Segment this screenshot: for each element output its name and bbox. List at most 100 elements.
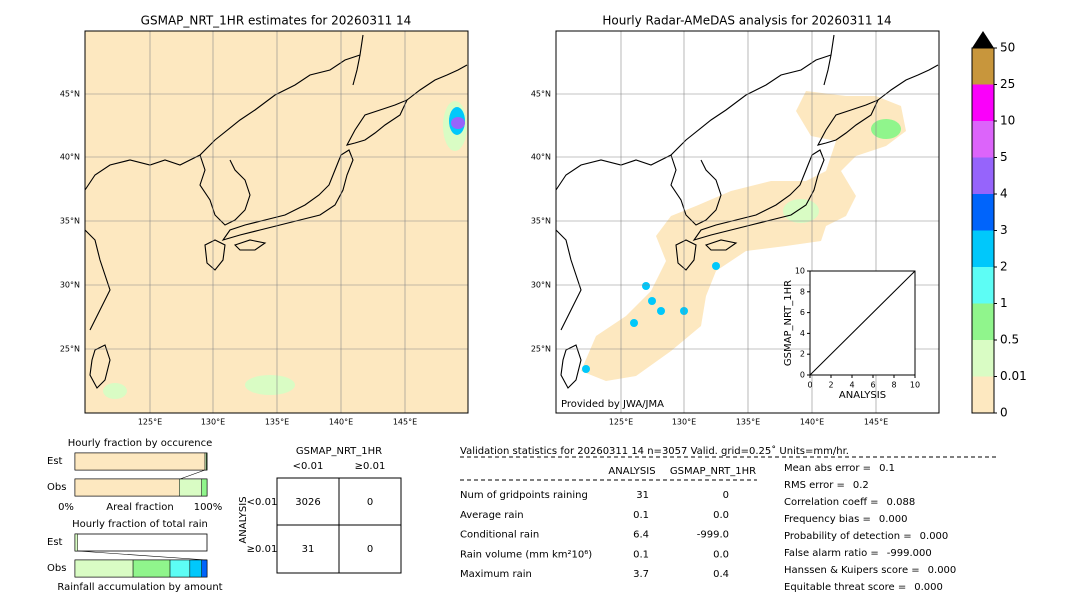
stat-value: 0.4 [713, 569, 729, 580]
score-label: Correlation coeff = [784, 497, 879, 508]
x-axis-label: Areal fraction [106, 502, 173, 513]
score-label: Hanssen & Kuipers score = [784, 565, 920, 576]
x-axis-label: ANALYSIS [839, 390, 886, 401]
score-value: 0.000 [914, 582, 943, 593]
row-title: ANALYSIS [238, 496, 249, 543]
colorbar-segment [972, 230, 994, 267]
score: Probability of detection = 0.000 [784, 531, 948, 542]
fraction-bar [206, 452, 208, 471]
score-value: 0.000 [879, 514, 908, 525]
score: Correlation coeff = 0.088 [784, 497, 915, 508]
y-tick-label: 6 [800, 308, 805, 317]
y-tick-label: 10 [795, 267, 805, 276]
colorbar-segment [972, 267, 994, 304]
stat-value: 3.7 [633, 569, 649, 580]
colorbar-label: 10 [1000, 114, 1015, 128]
score-value: 0.2 [853, 480, 869, 491]
fraction-bar [74, 533, 78, 552]
score: RMS error = 0.2 [784, 480, 869, 491]
colorbar-label: 0.5 [1000, 333, 1019, 347]
table-cell: 0 [367, 497, 373, 508]
coastline [89, 344, 111, 389]
score-value: -999.000 [887, 548, 932, 559]
colorbar-extend [972, 31, 994, 48]
y-axis-label: GSMAP_NRT_1HR [783, 280, 794, 366]
rain-area [245, 375, 295, 395]
row-label: Est [47, 456, 63, 467]
colorbar-segment [972, 48, 994, 85]
fraction-bar [132, 559, 171, 578]
lon-label: 135°E [736, 418, 760, 427]
rain-cell [712, 262, 720, 270]
table-cell: 3026 [295, 497, 320, 508]
lon-label: 130°E [672, 418, 696, 427]
lat-label: 30°N [531, 281, 551, 290]
coastline [692, 149, 825, 241]
coastline [84, 229, 111, 331]
map-frame [555, 30, 940, 414]
right-map-title: Hourly Radar-AMeDAS analysis for 2026031… [602, 14, 891, 28]
fraction-bar [169, 559, 191, 578]
lat-label: 45°N [60, 90, 80, 99]
fraction-bar [74, 478, 180, 497]
rain-area [103, 383, 127, 399]
stat-value: 6.4 [633, 530, 649, 541]
colorbar-label: 3 [1000, 223, 1008, 237]
lon-label: 125°E [138, 418, 162, 427]
score: Hanssen & Kuipers score = 0.000 [784, 565, 956, 576]
x-tick-label: 10 [910, 381, 920, 390]
coastline [675, 239, 697, 271]
coastline [199, 154, 251, 226]
colorbar-segment [972, 84, 994, 121]
score-value: 0.1 [879, 463, 895, 474]
coastline [555, 54, 832, 191]
lon-label: 125°E [609, 418, 633, 427]
stat-value: 0.0 [713, 549, 729, 560]
column-header: GSMAP_NRT_1HR [670, 466, 756, 477]
fraction-bar [179, 478, 202, 497]
coastline [704, 239, 738, 251]
lat-label: 35°N [531, 217, 551, 226]
coastline [204, 239, 226, 271]
score-label: Frequency bias = [784, 514, 871, 525]
table-title: GSMAP_NRT_1HR [296, 446, 382, 457]
lon-label: 135°E [265, 418, 289, 427]
stat-label: Num of gridpoints raining [460, 490, 588, 501]
y-tick-label: 4 [800, 329, 805, 338]
colorbar-segment [972, 376, 994, 413]
score-label: Probability of detection = [784, 531, 912, 542]
coastline [345, 98, 409, 146]
fraction-bar [201, 559, 208, 578]
colorbar-segment [972, 121, 994, 158]
colorbar-segment [972, 340, 994, 377]
score: Equitable threat score = 0.000 [784, 582, 943, 593]
stats-header: Validation statistics for 20260311 14 n=… [460, 445, 849, 457]
panel-title: Hourly fraction of total rain [72, 519, 208, 530]
colorbar-segment [972, 157, 994, 194]
coastline [84, 54, 361, 191]
lon-label: 140°E [800, 418, 824, 427]
row-label: Obs [47, 563, 66, 574]
x-tick-label: 6 [870, 381, 875, 390]
rain-cell [630, 319, 638, 327]
col-label: <0.01 [293, 461, 324, 472]
lat-label: 25°N [60, 345, 80, 354]
panel-title: Hourly fraction by occurence [68, 438, 212, 449]
score-label: Mean abs error = [784, 463, 871, 474]
coastline [823, 34, 835, 86]
coastline [406, 64, 468, 101]
x-max-label: 100% [194, 502, 223, 513]
colorbar-segment [972, 303, 994, 340]
stat-value: 31 [636, 490, 649, 501]
rain-area [783, 199, 819, 223]
lon-label: 145°E [393, 418, 417, 427]
score-label: Equitable threat score = [784, 582, 906, 593]
map: 125°E 130°E 135°E 140°E 145°E 45°N 40°N 35°N 30°… [60, 30, 469, 427]
colorbar-label: 25 [1000, 77, 1015, 91]
y-tick-label: 2 [800, 350, 805, 359]
score-value: 0.000 [928, 565, 957, 576]
row-label: Est [47, 537, 63, 548]
coastline [560, 344, 582, 389]
rain-cell [582, 365, 590, 373]
rain-cell [642, 282, 650, 290]
